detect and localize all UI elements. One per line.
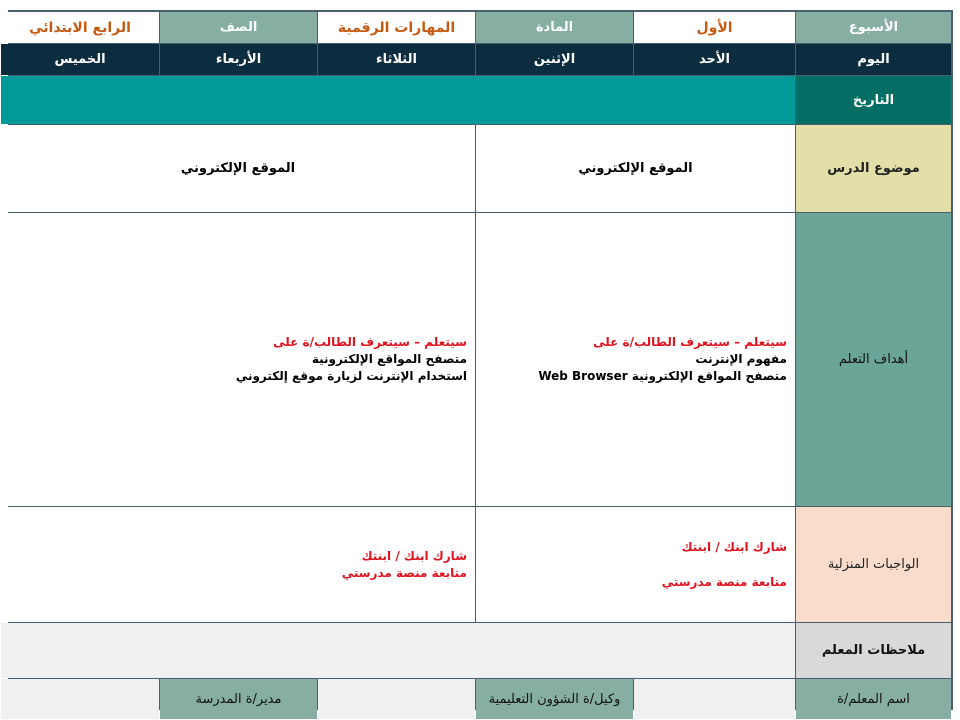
subject-label: المادة [476,12,633,43]
subject-value: المهارات الرقمية [318,12,475,43]
homework-line: شارك ابنك / ابنتك [681,539,787,554]
homework-line: شارك ابنك / ابنتك [361,548,467,563]
day-tuesday: الثلاثاء [318,44,475,75]
topic-lesson1: الموقع الإلكتروني [476,125,795,212]
objectives-lesson1: سيتعلم – سيتعرف الطالب/ة على مفهوم الإنت… [476,213,795,506]
objectives-label: أهداف التعلم [796,213,951,506]
principal-label: مدير/ة المدرسة [160,679,317,719]
homework-lesson2: شارك ابنك / ابنتك متابعة منصة مدرستي [1,507,475,622]
deputy-label: وكيل/ة الشؤون التعليمية [476,679,633,719]
teacher-name-cell[interactable] [634,679,795,719]
grade-value: الرابع الابتدائي [1,12,159,43]
notes-label: ملاحظات المعلم [796,623,951,678]
day-monday: الإثنين [476,44,633,75]
lesson-plan-table: الأسبوع الأول المادة المهارات الرقمية ال… [1,10,953,719]
objective-line: استخدام الإنترنت لزيارة موقع إلكتروني [235,369,467,383]
deputy-cell[interactable] [318,679,475,719]
day-sunday: الأحد [634,44,795,75]
topic-lesson2: الموقع الإلكتروني [1,125,475,212]
notes-cell[interactable] [1,623,795,678]
principal-cell[interactable] [1,679,159,719]
objectives-intro: سيتعلم – سيتعرف الطالب/ة على [273,335,467,349]
day-thursday: الخميس [1,44,159,75]
homework-label: الواجبات المنزلية [796,507,951,622]
week-label: الأسبوع [796,12,951,43]
homework-line: متابعة منصة مدرستي [661,574,787,589]
date-cell[interactable] [1,76,795,124]
objective-line: متصفح المواقع الإلكترونية [311,352,467,366]
homework-lesson1: شارك ابنك / ابنتك متابعة منصة مدرستي [476,507,795,622]
grade-label: الصف [160,12,317,43]
objectives-lesson2: سيتعلم – سيتعرف الطالب/ة على متصفح الموا… [1,213,475,506]
objective-line: مفهوم الإنترنت [695,352,787,366]
day-label: اليوم [796,44,951,75]
day-wednesday: الأربعاء [160,44,317,75]
objective-line: متصفح المواقع الإلكترونية Web Browser [538,369,787,383]
teacher-name-label: اسم المعلم/ة [796,679,951,719]
homework-line: متابعة منصة مدرستي [341,565,467,580]
date-label: التاريخ [796,76,951,124]
week-value: الأول [634,12,795,43]
topic-label: موضوع الدرس [796,125,951,212]
objectives-intro: سيتعلم – سيتعرف الطالب/ة على [593,335,787,349]
